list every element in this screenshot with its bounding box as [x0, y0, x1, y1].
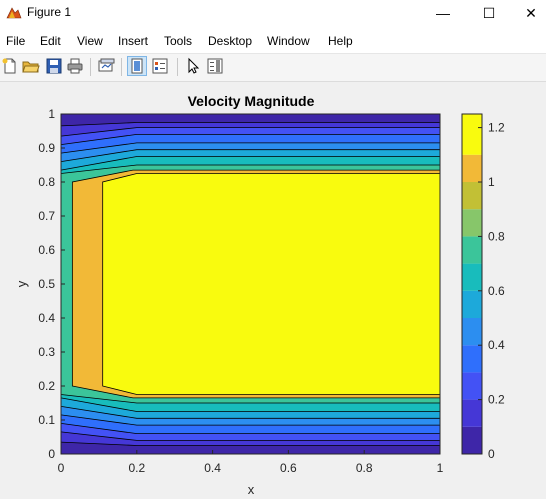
- contour-fill: [102, 173, 441, 395]
- toolbar-separator: [177, 58, 178, 76]
- contour-line: [60, 149, 440, 162]
- window-titlebar: Figure 1 — ☐ ✕: [0, 0, 546, 26]
- colorbar-tick-label: 1.2: [488, 121, 505, 135]
- x-tick-label: 0.6: [280, 461, 297, 475]
- menu-bar: File Edit View Insert Tools Desktop Wind…: [0, 30, 546, 52]
- contour-line: [60, 431, 440, 441]
- axes: 0 0.2 0.4 0.6 0.8 1 0 0.1 0.2 0.3 0.4 0.5 0.6 0.7 0.8 0…: [38, 107, 443, 475]
- close-button[interactable]: ✕: [525, 5, 537, 21]
- y-tick-label: 0.7: [38, 209, 55, 223]
- contour-line: [60, 414, 440, 426]
- toolbar-separator: [121, 58, 122, 76]
- x-tick-label: 0.2: [128, 461, 145, 475]
- contour-line: [60, 423, 440, 435]
- insert-colorbar-icon[interactable]: [206, 57, 224, 75]
- menu-divider: [0, 53, 546, 54]
- y-tick-label: 0.5: [38, 277, 55, 291]
- menu-view[interactable]: View: [77, 34, 103, 48]
- figure-toolbar: [0, 54, 546, 82]
- colorbar: 0 0.2 0.4 0.6 0.8 1 1.2: [461, 113, 505, 461]
- y-tick-label: 0.4: [38, 311, 55, 325]
- contour-plot-svg: 0 0.2 0.4 0.6 0.8 100.10.20.30.40.50.60.70.80…: [14, 93, 505, 497]
- contour-line: [60, 406, 440, 419]
- colorbar-tick-label: 0.4: [488, 338, 505, 352]
- colorbar-tick-label: 0: [488, 447, 495, 461]
- colorbar-segment: [462, 209, 482, 237]
- menu-window[interactable]: Window: [267, 34, 310, 48]
- hide-plot-tools-icon[interactable]: [127, 56, 147, 76]
- colorbar-segment: [462, 345, 482, 373]
- colorbar-segment: [462, 263, 482, 291]
- x-tick-label: 0.8: [356, 461, 373, 475]
- x-tick-label: 0.4: [204, 461, 221, 475]
- y-tick-label: 0: [48, 447, 55, 461]
- colorbar-segment: [462, 290, 482, 318]
- y-tick-label: 0.2: [38, 379, 55, 393]
- colorbar-segment: [462, 154, 482, 182]
- menu-desktop[interactable]: Desktop: [208, 34, 253, 48]
- contour-line: [60, 142, 440, 154]
- colorbar-segment: [462, 182, 482, 210]
- contour-line: [60, 397, 440, 412]
- colorbar-segment: [462, 114, 482, 155]
- contour-line: [60, 394, 440, 404]
- colorbar-segment: [462, 236, 482, 264]
- y-tick-label: 0.6: [38, 243, 55, 257]
- contour-line: [60, 441, 440, 446]
- menu-file[interactable]: File: [6, 34, 26, 48]
- menu-help[interactable]: Help: [328, 34, 353, 48]
- contour-line: [60, 122, 440, 127]
- toolbar-separator: [90, 58, 91, 76]
- show-plot-tools-icon[interactable]: [151, 57, 169, 75]
- maximize-button[interactable]: ☐: [482, 5, 496, 21]
- save-icon[interactable]: [45, 57, 63, 75]
- minimize-button[interactable]: —: [436, 5, 450, 21]
- matlab-figure-icon: [6, 7, 22, 19]
- menu-edit[interactable]: Edit: [40, 34, 61, 48]
- colorbar-tick-label: 1: [488, 175, 495, 189]
- colorbar-box: [461, 113, 483, 455]
- link-plot-icon[interactable]: [97, 57, 115, 75]
- colorbar-segment: [462, 372, 482, 400]
- open-file-icon[interactable]: [22, 57, 40, 75]
- edit-plot-arrow-icon[interactable]: [184, 57, 202, 75]
- new-figure-icon[interactable]: [1, 57, 19, 75]
- colorbar-tick-label: 0.2: [488, 393, 505, 407]
- y-tick-label: 1: [48, 107, 55, 121]
- contour-plot-area: [60, 114, 441, 454]
- window-title: Figure 1: [27, 5, 72, 19]
- figure-canvas[interactable]: 0 0.2 0.4 0.6 0.8 1 0 0.1 0.2 0.3 0.4 0.5 0.6 0.7 0.8 0…: [0, 82, 546, 499]
- colorbar-segment: [462, 426, 482, 454]
- colorbar-segment: [462, 399, 482, 427]
- contour-line: [60, 127, 440, 137]
- x-axis-label: x: [248, 482, 255, 497]
- contour-line: [60, 134, 440, 145]
- y-axis-label: y: [14, 280, 29, 287]
- y-tick-label: 0.1: [38, 413, 55, 427]
- contour-line: [60, 156, 440, 171]
- x-tick-label: 1: [437, 461, 444, 475]
- menu-tools[interactable]: Tools: [164, 34, 193, 48]
- y-tick-label: 0.3: [38, 345, 55, 359]
- chart-title: Velocity Magnitude: [188, 93, 315, 109]
- contour-line: [60, 164, 440, 174]
- x-tick-label: 0: [58, 461, 65, 475]
- colorbar-tick-label: 0.6: [488, 284, 505, 298]
- colorbar-tick-label: 0.8: [488, 229, 505, 243]
- print-icon[interactable]: [66, 57, 84, 75]
- y-tick-label: 0.8: [38, 175, 55, 189]
- colorbar-segment: [462, 318, 482, 346]
- menu-insert[interactable]: Insert: [118, 34, 149, 48]
- y-tick-label: 0.9: [38, 141, 55, 155]
